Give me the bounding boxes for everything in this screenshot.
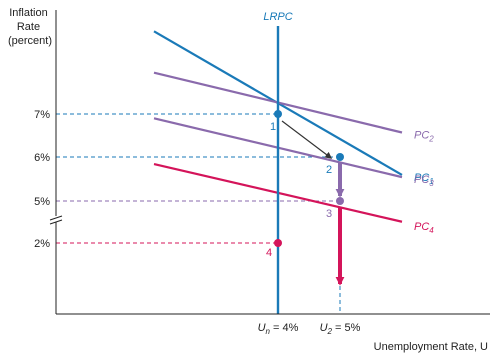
equilibrium-points: 1 2 3 4 <box>266 110 344 259</box>
y-axis-title: Inflation Rate (percent) <box>8 7 52 47</box>
x-tick-rest: = 4% <box>270 322 299 334</box>
arrow-1-to-2 <box>281 120 333 159</box>
series-label-main: PC <box>414 130 429 142</box>
x-tick-sub: n <box>266 327 271 336</box>
y-tick-label: 2% <box>34 238 50 250</box>
x-tick-main: U <box>258 322 266 334</box>
y-axis-title-line: (percent) <box>8 35 52 47</box>
x-tick-rest: = 5% <box>332 322 361 334</box>
axes <box>49 10 490 315</box>
lrpc-label: LRPC <box>263 11 292 23</box>
x-tick-main: U <box>320 322 328 334</box>
x-tick-label: Un = 4% <box>258 322 299 336</box>
series-label-pc3: PC3 <box>414 174 434 188</box>
movement-arrows <box>281 120 345 286</box>
series-label-main: PC <box>414 221 429 233</box>
y-tick-labels: 7% 6% 5% 2% <box>34 109 50 250</box>
y-tick-label: 5% <box>34 196 50 208</box>
y-tick-label: 6% <box>34 152 50 164</box>
series-label-sub: 3 <box>429 179 434 188</box>
series-label-main: PC <box>414 172 429 184</box>
series-label-main: PC <box>414 174 429 186</box>
point-label-2: 2 <box>326 164 332 176</box>
point-label-1: 1 <box>270 121 276 133</box>
series-label-sub: 1 <box>429 177 433 186</box>
series-label-pc4: PC4 <box>414 221 434 235</box>
point-1 <box>274 110 282 118</box>
y-axis-title-line: Rate <box>17 21 40 33</box>
point-label-3: 3 <box>326 208 332 220</box>
reference-lines <box>56 113 341 314</box>
series-label-sub: 2 <box>428 135 434 144</box>
y-tick-label: 7% <box>34 109 50 121</box>
point-2 <box>336 153 344 161</box>
x-tick-labels: Un = 4% U2 = 5% <box>258 322 361 336</box>
series-label-pc1: PC1 <box>414 172 434 186</box>
point-4 <box>274 239 282 247</box>
point-label-4: 4 <box>266 247 272 259</box>
long-run-phillips-curve: LRPC <box>263 11 293 314</box>
x-tick-sub: 2 <box>327 327 333 336</box>
y-axis-title-line: Inflation <box>9 7 48 19</box>
x-tick-label: U2 = 5% <box>320 322 361 336</box>
x-axis-title: Unemployment Rate, U <box>374 341 488 353</box>
series-label-pc2: PC2 <box>414 130 434 144</box>
series-label-sub: 4 <box>429 226 434 235</box>
point-3 <box>336 197 344 205</box>
axis-break-icon <box>49 215 63 225</box>
